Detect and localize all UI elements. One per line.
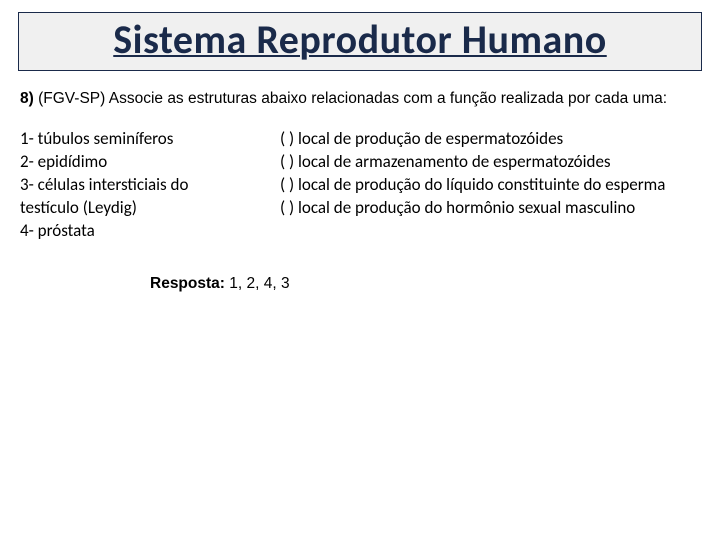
question-text: 8) (FGV-SP) Associe as estruturas abaixo…: [20, 89, 700, 110]
question-body: Associe as estruturas abaixo relacionada…: [109, 90, 667, 107]
list-item: ( ) local de produção de espermatozóides: [280, 128, 700, 151]
title-box: Sistema Reprodutor Humano: [18, 12, 702, 71]
list-item: 2- epidídimo: [20, 151, 250, 174]
columns-wrapper: 1- túbulos seminíferos 2- epidídimo 3- c…: [20, 128, 700, 243]
list-item: ( ) local de armazenamento de espermatoz…: [280, 151, 700, 174]
list-item: 4- próstata: [20, 220, 250, 243]
question-number: 8): [20, 90, 34, 107]
question-source: (FGV-SP): [38, 90, 105, 107]
list-item: ( ) local de produção do líquido constit…: [280, 174, 700, 197]
right-column: ( ) local de produção de espermatozóides…: [280, 128, 700, 243]
list-item: 1- túbulos seminíferos: [20, 128, 250, 151]
left-column: 1- túbulos seminíferos 2- epidídimo 3- c…: [20, 128, 250, 243]
list-item: 3- células intersticiais do testículo (L…: [20, 174, 250, 220]
page-title: Sistema Reprodutor Humano: [113, 15, 606, 64]
list-item: ( ) local de produção do hormônio sexual…: [280, 197, 700, 220]
answer-label: Resposta:: [150, 275, 225, 292]
answer-value: 1, 2, 4, 3: [229, 275, 289, 292]
answer-line: Resposta: 1, 2, 4, 3: [150, 275, 720, 293]
